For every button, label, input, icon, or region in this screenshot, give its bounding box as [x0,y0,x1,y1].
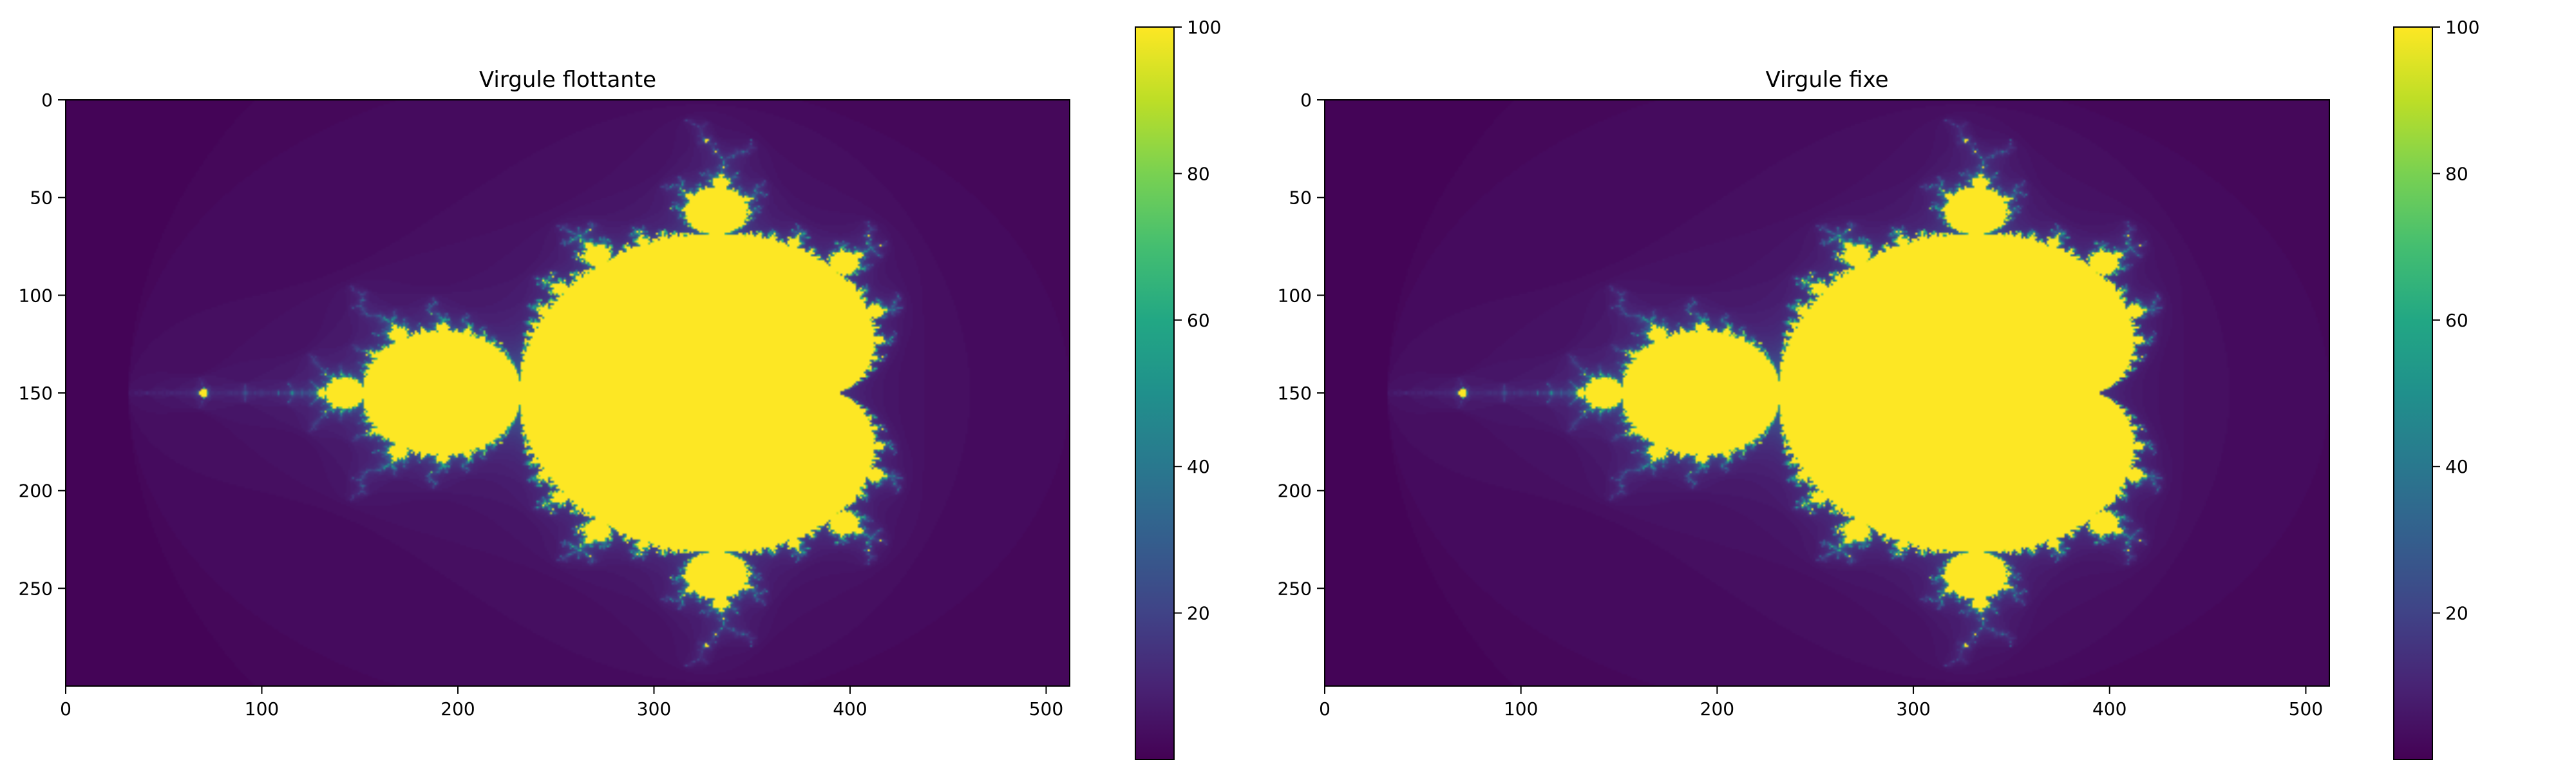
colorbar-tick-label: 80 [2445,163,2468,184]
chart-title: Virgule flottante [479,67,656,93]
colorbar-tick-label: 60 [1187,310,1210,331]
chart-title: Virgule fixe [1765,67,1888,93]
x-tick-label: 500 [2289,698,2323,720]
y-tick-label: 50 [1289,187,1312,209]
colorbar [2393,26,2433,760]
y-tick-label: 100 [19,285,53,306]
x-tick-label: 100 [245,698,279,720]
colorbar [1135,26,1175,760]
colorbar-tick-label: 80 [1187,163,1210,184]
y-tick-label: 150 [1278,383,1312,404]
x-tick-label: 300 [1896,698,1930,720]
chart-panel-0: Virgule flottante 0 100 200 300 400 500 0 50 100 1… [19,17,1221,760]
y-tick-label: 100 [1278,285,1312,306]
colorbar-tick-label: 60 [2445,310,2468,331]
chart-panel-1: Virgule fixe 0 100 200 300 400 500 0 50 100 150 200… [1278,17,2479,760]
x-tick-label: 400 [2092,698,2126,720]
y-tick-label: 150 [19,383,53,404]
heatmap-image [66,100,1070,686]
colorbar-tick-label: 20 [2445,603,2468,624]
x-tick-label: 0 [1319,698,1331,720]
colorbar-tick-label: 100 [2445,17,2479,38]
x-tick-label: 500 [1029,698,1063,720]
colorbar-tick-label: 100 [1187,17,1221,38]
colorbar-tick-label: 40 [1187,456,1210,477]
y-tick-label: 0 [41,90,53,111]
y-tick-label: 200 [1278,481,1312,502]
colorbar-tick-label: 40 [2445,456,2468,477]
x-tick-label: 200 [1700,698,1734,720]
y-tick-label: 50 [30,187,53,209]
x-tick-label: 100 [1504,698,1538,720]
x-tick-label: 400 [833,698,867,720]
colorbar-tick-label: 20 [1187,603,1210,624]
y-tick-label: 200 [19,481,53,502]
x-tick-label: 0 [60,698,71,720]
y-tick-label: 0 [1300,90,1312,111]
y-tick-label: 250 [19,578,53,599]
x-tick-label: 200 [440,698,475,720]
x-tick-label: 300 [637,698,671,720]
heatmap-image [1325,100,2329,686]
y-tick-label: 250 [1278,578,1312,599]
